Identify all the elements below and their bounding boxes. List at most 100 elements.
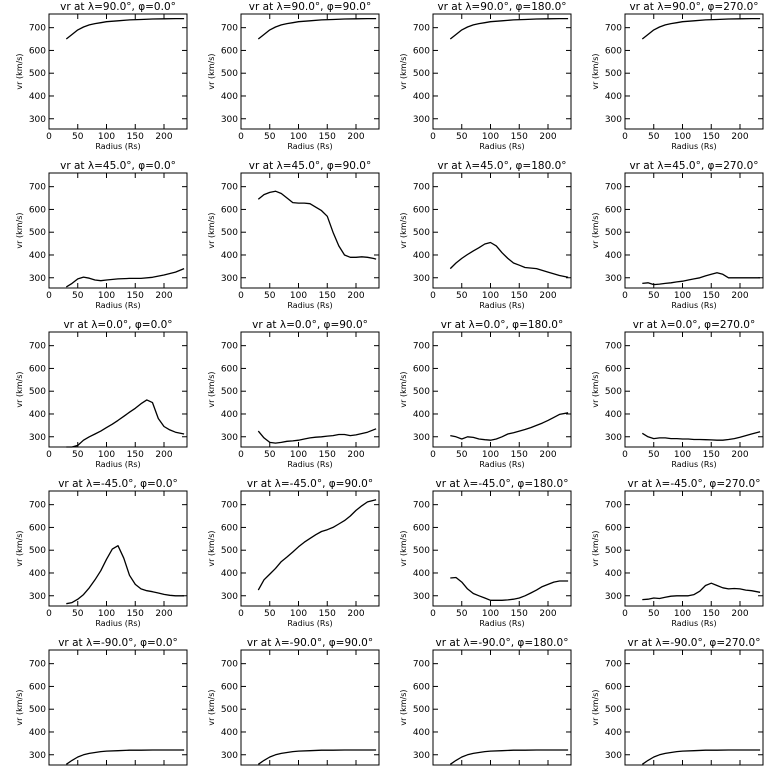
- x-axis-label: Radius (Rs): [479, 142, 524, 151]
- x-tick-label: 200: [731, 291, 748, 301]
- y-tick-label: 400: [221, 92, 238, 102]
- x-tick-label: 200: [539, 609, 556, 619]
- plot-frame: [48, 172, 188, 289]
- x-tick-label: 100: [674, 609, 691, 619]
- y-tick-label: 300: [413, 274, 430, 284]
- y-tick-label: 500: [605, 228, 622, 238]
- panel-title: vr at λ=0.0°, φ=0.0°: [63, 319, 172, 331]
- series-line: [641, 749, 761, 765]
- y-tick-label: 700: [413, 183, 430, 193]
- y-tick-label: 500: [605, 69, 622, 79]
- plot-frame: [432, 172, 572, 289]
- x-axis-label: Radius (Rs): [287, 301, 332, 310]
- plot-frame: [624, 490, 764, 607]
- y-tick-label: 300: [413, 592, 430, 602]
- y-tick-label: 400: [29, 251, 46, 261]
- y-tick-label: 600: [221, 364, 238, 374]
- y-tick-label: 500: [413, 546, 430, 556]
- series-line: [449, 17, 569, 40]
- x-tick-label: 150: [127, 132, 144, 142]
- y-tick-label: 600: [29, 205, 46, 215]
- y-tick-label: 300: [221, 751, 238, 761]
- y-tick-label: 300: [29, 274, 46, 284]
- panel: vr at λ=45.0°, φ=0.0° 0 50 100 150 200 300 400 5…: [15, 160, 188, 310]
- x-tick-label: 100: [290, 609, 307, 619]
- x-tick-label: 50: [72, 609, 84, 619]
- y-tick-label: 300: [221, 274, 238, 284]
- x-tick-label: 150: [319, 291, 336, 301]
- x-tick-label: 200: [731, 132, 748, 142]
- x-tick-label: 150: [319, 450, 336, 460]
- x-tick-label: 50: [648, 132, 660, 142]
- y-tick-label: 600: [29, 364, 46, 374]
- y-tick-label: 400: [605, 92, 622, 102]
- x-tick-label: 150: [127, 450, 144, 460]
- y-tick-label: 600: [413, 46, 430, 56]
- x-tick-label: 100: [98, 132, 115, 142]
- x-tick-label: 100: [674, 132, 691, 142]
- plot-frame: [624, 172, 764, 289]
- x-tick-label: 50: [648, 609, 660, 619]
- y-tick-label: 700: [605, 183, 622, 193]
- plot-frame: [48, 331, 188, 448]
- x-tick-label: 100: [98, 291, 115, 301]
- panel: vr at λ=-45.0°, φ=180.0° 0 50 100 150 200 300 4…: [399, 478, 572, 628]
- y-tick-label: 500: [221, 228, 238, 238]
- y-tick-label: 600: [29, 46, 46, 56]
- panel: vr at λ=0.0°, φ=270.0° 0 50 100 150 200 300 400…: [591, 319, 764, 469]
- x-axis-label: Radius (Rs): [479, 301, 524, 310]
- panel-title: vr at λ=45.0°, φ=270.0°: [629, 160, 758, 172]
- y-tick-label: 500: [413, 387, 430, 397]
- y-tick-label: 300: [605, 433, 622, 443]
- x-axis-label: Radius (Rs): [671, 460, 716, 469]
- y-tick-label: 300: [29, 592, 46, 602]
- x-axis-label: Radius (Rs): [95, 301, 140, 310]
- series-line: [641, 431, 761, 441]
- plot-frame: [240, 13, 380, 130]
- series-line: [642, 272, 761, 286]
- panel: vr at λ=-45.0°, φ=90.0° 0 50 100 150 200 300 40…: [207, 478, 380, 628]
- plot-frame: [240, 490, 380, 607]
- y-tick-label: 600: [605, 364, 622, 374]
- x-tick-label: 0: [430, 450, 436, 460]
- y-tick-label: 700: [221, 660, 238, 670]
- x-tick-label: 0: [622, 609, 628, 619]
- y-tick-label: 700: [29, 501, 46, 511]
- y-tick-label: 300: [221, 592, 238, 602]
- y-tick-label: 300: [605, 592, 622, 602]
- x-tick-label: 200: [155, 132, 172, 142]
- x-tick-label: 50: [456, 450, 468, 460]
- y-tick-label: 500: [29, 546, 46, 556]
- y-tick-label: 700: [605, 660, 622, 670]
- panel: vr at λ=-90.0°, φ=270.0°0501001502003004…: [591, 637, 764, 766]
- x-tick-label: 0: [238, 291, 244, 301]
- y-tick-label: 400: [221, 410, 238, 420]
- y-tick-label: 300: [413, 115, 430, 125]
- panel-title: vr at λ=45.0°, φ=180.0°: [437, 160, 566, 172]
- y-axis-label: vr (km/s): [591, 212, 600, 248]
- x-tick-label: 150: [511, 609, 528, 619]
- panel: vr at λ=-90.0°, φ=180.0°0501001502003004…: [399, 637, 572, 766]
- y-tick-label: 400: [29, 410, 46, 420]
- panel-title: vr at λ=-45.0°, φ=90.0°: [247, 478, 373, 490]
- y-tick-label: 700: [605, 342, 622, 352]
- panel-title: vr at λ=0.0°, φ=180.0°: [441, 319, 563, 331]
- y-tick-label: 300: [605, 115, 622, 125]
- x-tick-label: 150: [511, 132, 528, 142]
- x-tick-label: 200: [155, 609, 172, 619]
- y-tick-label: 300: [221, 433, 238, 443]
- x-tick-label: 100: [482, 609, 499, 619]
- series-line: [65, 749, 185, 765]
- x-tick-label: 150: [703, 132, 720, 142]
- y-tick-label: 600: [221, 205, 238, 215]
- x-tick-label: 150: [703, 450, 720, 460]
- panel: vr at λ=0.0°, φ=180.0° 0 50 100 150 200 300 400…: [399, 319, 572, 469]
- y-tick-label: 300: [29, 751, 46, 761]
- panel: vr at λ=-90.0°, φ=90.0°05010015020030040…: [207, 637, 380, 766]
- y-tick-label: 400: [413, 410, 430, 420]
- y-tick-label: 600: [605, 682, 622, 692]
- x-tick-label: 200: [347, 450, 364, 460]
- series-line: [65, 267, 185, 288]
- series-line: [450, 576, 569, 601]
- x-tick-label: 150: [319, 132, 336, 142]
